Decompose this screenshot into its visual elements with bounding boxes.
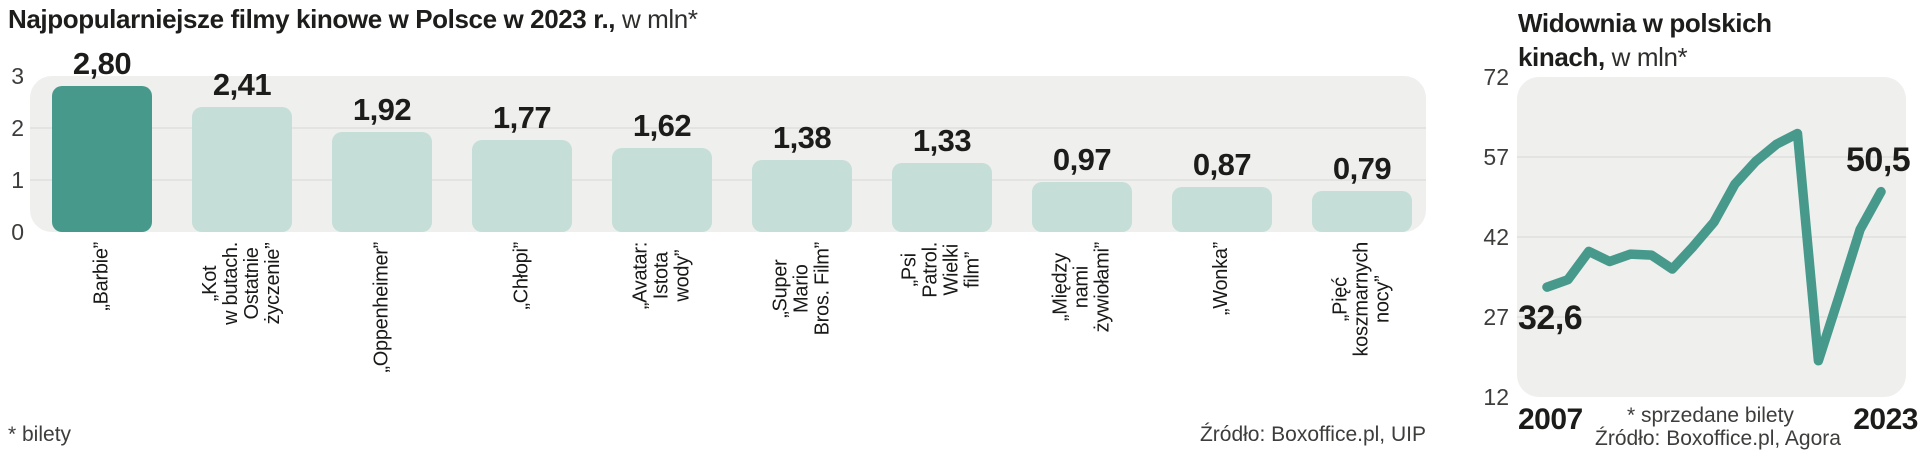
y-tick-label: 0 — [11, 219, 24, 245]
bar-value-label: 1,33 — [912, 123, 972, 158]
bar-1 — [52, 86, 152, 232]
line-chart-title-unit: w mln* — [1604, 42, 1688, 72]
bar-layer: 3 2 1 0 2,80 „Barbie” 2,41 „Kot w butach. Ostatni… — [11, 46, 1426, 373]
bar-chart-footnote: * bilety — [8, 423, 72, 446]
line-chart-source: Źródło: Boxoffice.pl, Agora — [1595, 427, 1841, 450]
line-chart-attendance: Widownia w polskich kinach, w mln* 72 57 4… — [1430, 0, 1920, 452]
y-tick-label: 72 — [1483, 64, 1509, 90]
bar-chart-source: Źródło: Boxoffice.pl, UIP — [1199, 423, 1426, 446]
bar-value-label: 1,77 — [492, 100, 552, 135]
bar-5 — [612, 148, 712, 232]
bar-chart-title-main: Najpopularniejsze filmy kinowe w Polsce … — [8, 4, 616, 34]
grid-line — [1517, 236, 1906, 238]
bar-value-label: 0,97 — [1052, 142, 1112, 177]
bar-9 — [1172, 187, 1272, 232]
y-tick-label: 42 — [1483, 224, 1509, 250]
line-last-value-label: 50,5 — [1846, 141, 1911, 179]
bar-value-label: 0,79 — [1332, 151, 1392, 186]
bar-value-label: 1,38 — [772, 120, 832, 155]
grid-line — [30, 179, 1426, 181]
bar-3 — [332, 132, 432, 232]
attendance-line — [1542, 128, 1886, 366]
y-tick-label: 3 — [11, 63, 24, 89]
grid-line — [1517, 316, 1906, 318]
bar-value-label: 2,80 — [72, 46, 132, 81]
grid-line — [1517, 156, 1906, 158]
bar-chart-title: Najpopularniejsze filmy kinowe w Polsce … — [8, 4, 698, 35]
y-tick-label: 12 — [1483, 384, 1509, 410]
bar-8 — [1032, 182, 1132, 232]
x-tick-2007: 2007 — [1518, 403, 1583, 436]
bar-10 — [1312, 191, 1412, 232]
bar-value-label: 1,62 — [632, 108, 692, 143]
bar-6 — [752, 160, 852, 232]
bar-2 — [192, 107, 292, 232]
line-chart-title-main: Widownia w polskich kinach, — [1518, 8, 1772, 72]
bar-value-label: 2,41 — [212, 67, 272, 102]
y-tick-label: 57 — [1483, 144, 1509, 170]
x-tick-2023: 2023 — [1853, 403, 1918, 436]
line-chart-footnote: * sprzedane bilety — [1627, 404, 1794, 427]
grid-line — [30, 127, 1426, 129]
bar-value-label: 0,87 — [1192, 147, 1252, 182]
y-tick-label: 27 — [1483, 304, 1509, 330]
line-first-value-label: 32,6 — [1518, 299, 1583, 337]
bar-chart-title-unit: w mln* — [615, 4, 698, 34]
line-chart-title: Widownia w polskich kinach, w mln* — [1518, 6, 1848, 74]
bar-value-label: 1,92 — [352, 92, 412, 127]
bar-chart-films: Najpopularniejsze filmy kinowe w Polsce … — [8, 4, 1426, 446]
y-tick-label: 2 — [11, 115, 24, 141]
bar-4 — [472, 140, 572, 232]
y-tick-label: 1 — [11, 167, 24, 193]
bar-7 — [892, 163, 992, 232]
